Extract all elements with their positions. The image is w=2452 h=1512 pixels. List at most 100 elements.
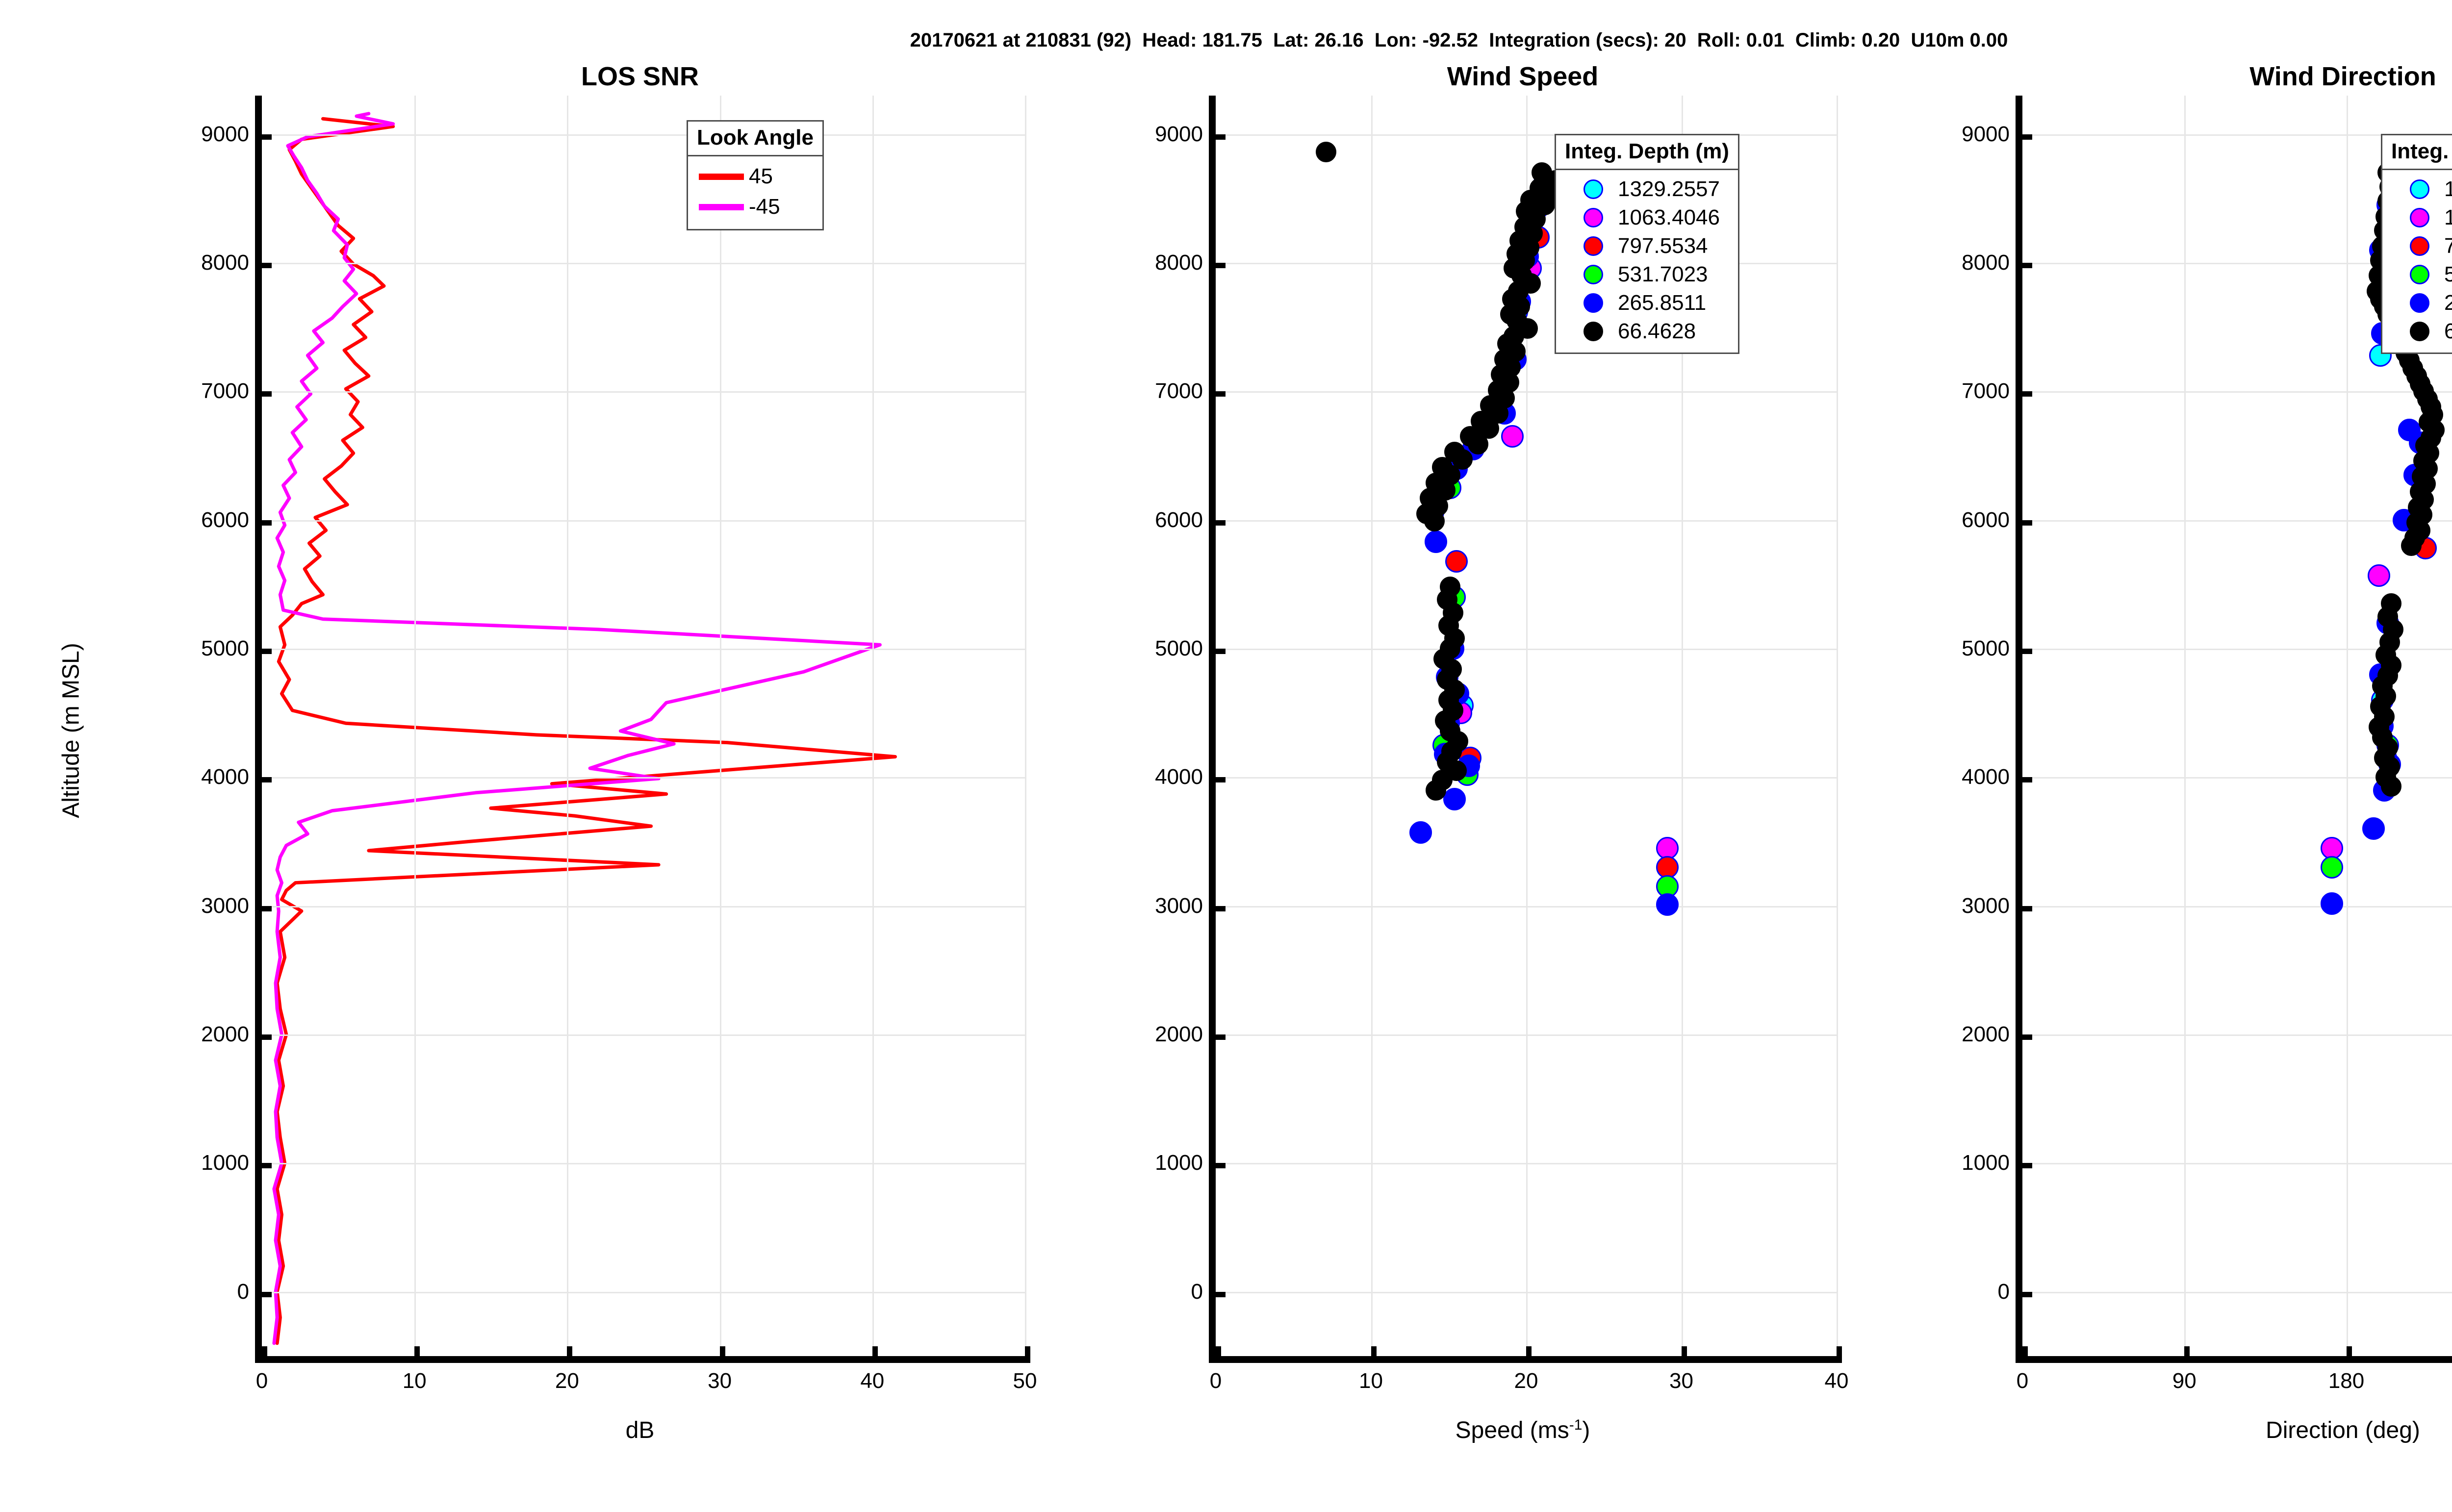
y-axis-tick [255,263,272,269]
y-axis-tick [2016,391,2032,397]
panel-los-snr: LOS SNR 0 1000 2000 3000 4000 5000 6000 7000 800… [201,62,1037,1443]
y-axis-tick [1209,1291,1226,1297]
gridline-horizontal [2022,391,2452,393]
y-axis-tick-label: 3000 [1962,893,2010,918]
y-axis-tick [255,391,272,397]
x-axis-tick [1526,1346,1532,1363]
legend-line-swatch [699,203,744,210]
scatter-point [2367,564,2390,587]
x-axis-tick-label: 30 [1669,1369,1693,1393]
x-axis-label-db: dB [625,1417,655,1443]
y-axis-tick-label: 8000 [201,251,249,275]
y-axis-tick-label: 3000 [201,893,249,918]
y-axis-tick-label: 0 [237,1279,249,1304]
legend-item[interactable]: 1329.2557 [2393,175,2452,203]
scatter-point [1424,511,1445,532]
gridline-horizontal [2022,263,2452,265]
gridline-horizontal [262,134,1025,136]
x-axis-tick-label: 10 [402,1369,427,1393]
plot-area-wind-speed: 0 1000 2000 3000 4000 5000 6000 7000 8000 9000 0 10… [1155,96,1848,1393]
gridline-horizontal [2022,777,2452,779]
y-axis-tick-label: 9000 [1962,122,2010,146]
legend-item[interactable]: 797.5534 [1567,232,1727,260]
scatter-point [1426,780,1447,801]
x-axis-tick-label: 180 [2328,1369,2365,1393]
scatter-point [1656,893,1679,916]
legend-look-angle[interactable]: Look Angle 45 -45 [687,120,824,230]
gridline-vertical [1837,96,1838,1356]
gridline-vertical [1526,96,1528,1356]
y-axis-tick [255,906,272,911]
x-axis-tick [1216,1346,1221,1363]
x-axis-tick [262,1346,267,1363]
legend-item[interactable]: 797.5534 [2393,232,2452,260]
gridline-horizontal [2022,1291,2452,1293]
scatter-point [2401,535,2422,556]
y-axis-tick-label: 2000 [1155,1022,1203,1047]
legend-item[interactable]: 265.8511 [2393,289,2452,317]
scatter-point [2321,892,2344,915]
legend-item-label: 265.8511 [2444,291,2452,315]
scatter-point [2398,419,2421,442]
snr-curves [262,96,1025,1356]
y-axis-tick [2016,134,2032,140]
legend-integ-depth-speed[interactable]: Integ. Depth (m) 1329.2557 1063.4046 797.5… [1555,134,1739,354]
x-axis-tick-label: 10 [1359,1369,1383,1393]
y-axis-tick [1209,777,1226,783]
legend-item[interactable]: 66.4628 [1567,317,1727,346]
y-axis-tick [2016,649,2032,655]
y-axis-tick [1209,649,1226,655]
gridline-horizontal [262,520,1025,522]
legend-item[interactable]: 45 [699,161,812,192]
legend-dot-swatch [2410,208,2429,227]
legend-item[interactable]: 1063.4046 [1567,203,1727,232]
legend-item-label: 265.8511 [1618,291,1707,315]
y-axis-tick [1209,391,1226,397]
gridline-horizontal [262,391,1025,393]
legend-item-label: 531.7023 [2444,262,2452,286]
legend-item[interactable]: 1063.4046 [2393,203,2452,232]
legend-title-integ-depth-direction: Integ. Depth (m) [2382,135,2452,170]
y-axis-tick-label: 8000 [1155,251,1203,275]
legend-item[interactable]: 531.7023 [1567,260,1727,289]
y-axis-tick-label: 6000 [1962,507,2010,532]
legend-dot-swatch [1584,293,1603,313]
x-axis-tick-label: 30 [708,1369,732,1393]
x-axis-tick [1681,1346,1687,1363]
legend-item[interactable]: 1329.2557 [1567,175,1727,203]
x-axis-tick [1837,1346,1842,1363]
y-axis-tick-label: 1000 [1155,1151,1203,1175]
legend-item[interactable]: -45 [699,192,812,222]
y-axis-tick [2016,906,2032,911]
legend-dot-swatch [2410,179,2429,199]
gridline-horizontal [2022,1034,2452,1036]
y-axis-tick [2016,1163,2032,1169]
y-axis-tick [1209,1163,1226,1169]
legend-line-swatch [699,173,744,180]
legend-item-label: 531.7023 [1618,262,1708,286]
gridline-vertical [2346,96,2348,1356]
gridline-vertical [1025,96,1026,1356]
x-axis-tick [719,1346,725,1363]
gridline-horizontal [2022,906,2452,907]
legend-item[interactable]: 66.4628 [2393,317,2452,346]
y-axis-tick-label: 7000 [201,379,249,403]
gridline-vertical [719,96,721,1356]
y-axis-tick-label: 2000 [201,1022,249,1047]
legend-item[interactable]: 265.8511 [1567,289,1727,317]
x-axis-tick-label: 20 [1514,1369,1538,1393]
y-axis-tick [1209,906,1226,911]
gridline-horizontal [2022,520,2452,522]
y-axis-tick-label: 2000 [1962,1022,2010,1047]
y-axis-tick [255,649,272,655]
legend-item[interactable]: 531.7023 [2393,260,2452,289]
scatter-point [1656,836,1679,859]
legend-integ-depth-direction[interactable]: Integ. Depth (m) 1329.2557 1063.4046 797.5… [2381,134,2452,354]
gridline-vertical [872,96,874,1356]
scatter-point [2362,817,2385,840]
y-axis-tick [2016,777,2032,783]
scatter-point [1467,433,1488,454]
scatter-point [1315,142,1336,163]
y-axis-tick [255,520,272,526]
x-axis-tick-label: 90 [2172,1369,2197,1393]
